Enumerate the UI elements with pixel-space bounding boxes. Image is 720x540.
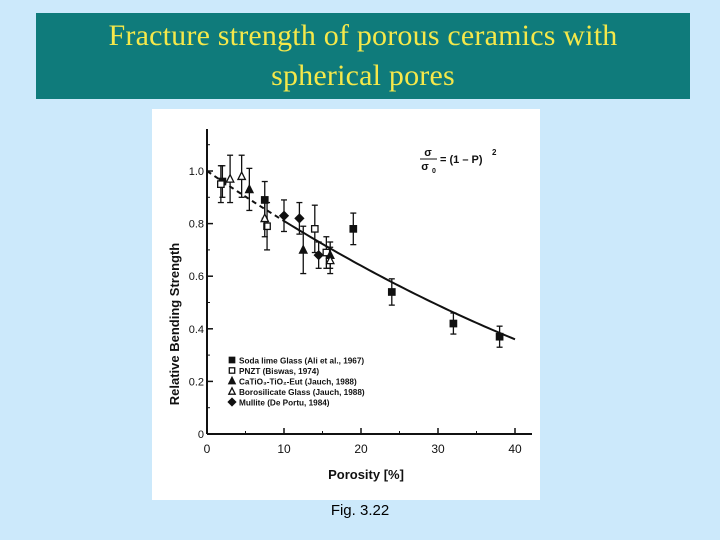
legend-marker (228, 356, 236, 364)
data-point-open-triangle (225, 173, 235, 183)
data-point-open-square (310, 225, 319, 233)
legend-label: Soda lime Glass (Ali et al., 1967) (239, 357, 364, 366)
x-tick-label: 20 (354, 442, 368, 456)
formula-sigma: σ (424, 147, 432, 159)
chart-axes: 00.20.40.60.81.00 10 20 30 40 (189, 129, 532, 456)
data-point-filled-square (349, 225, 358, 233)
y-tick-label: 1.0 (189, 166, 204, 178)
x-tick-label: 0 (204, 442, 211, 456)
legend-marker (227, 397, 237, 407)
data-point-open-triangle (325, 254, 335, 265)
figure-panel: 0 0.2 0.4 0.6 0.8 1.0 0 10 20 30 40 Soda lime Glas… (152, 109, 540, 500)
x-tick-label: 30 (431, 442, 445, 456)
legend-marker (227, 386, 237, 395)
data-point-open-triangle (236, 170, 247, 181)
porosity-strength-chart: 00.20.40.60.81.00 10 20 30 40 Soda lime Glas… (167, 129, 532, 482)
formula-rhs: = (1 – P) (440, 154, 483, 166)
data-point-open-triangle (259, 212, 270, 223)
x-tick-label: 10 (277, 442, 291, 456)
legend-marker (227, 375, 237, 385)
data-point-filled-square (387, 288, 396, 296)
data-point-filled-triangle (244, 183, 255, 194)
model-curve-group (206, 170, 516, 341)
x-tick-label: 40 (508, 442, 522, 456)
data-point-open-square (217, 180, 225, 188)
figure-caption: Fig. 3.22 (330, 502, 390, 519)
legend-label: PNZT (Biswas, 1974) (239, 367, 319, 376)
formula-exponent: 2 (492, 148, 497, 157)
legend-label: Borosilicate Glass (Jauch, 1988) (239, 388, 365, 397)
data-point-filled-square (449, 319, 458, 328)
legend-label: CaTiO₃-TiO₂-Eut (Jauch, 1988) (239, 378, 357, 387)
y-tick-label: 0 (198, 429, 204, 441)
slide-title-bar: Fracture strength of porous ceramics wit… (36, 13, 690, 99)
formula-sigma-0: σ (421, 161, 429, 173)
legend-marker (228, 367, 236, 374)
y-tick-label: 0.4 (189, 324, 204, 336)
data-point-filled-diamond (294, 213, 305, 224)
data-point-filled-diamond (313, 250, 324, 261)
data-point-filled-square (495, 332, 504, 341)
chart-legend: Soda lime Glass (Ali et al., 1967)PNZT (… (227, 356, 365, 408)
y-tick-label: 0.2 (189, 376, 204, 388)
slide-title: Fracture strength of porous ceramics wit… (108, 19, 618, 92)
formula-annotation: σσ 0= (1 – P)2 (420, 147, 497, 175)
y-tick-label: 0.6 (189, 271, 204, 283)
y-axis-label: Relative Bending Strength (167, 243, 182, 406)
legend-label: Mullite (De Portu, 1984) (239, 399, 330, 408)
model-curve (283, 220, 516, 341)
y-tick-label: 0.8 (189, 219, 204, 231)
data-points-group (217, 154, 504, 348)
data-point-filled-diamond (278, 210, 290, 221)
model-curve-dashed (206, 170, 285, 222)
x-axis-label: Porosity [%] (328, 467, 404, 482)
formula-subscript: 0 (432, 168, 436, 175)
data-point-filled-triangle (298, 244, 309, 254)
data-point-open-square (263, 222, 271, 231)
